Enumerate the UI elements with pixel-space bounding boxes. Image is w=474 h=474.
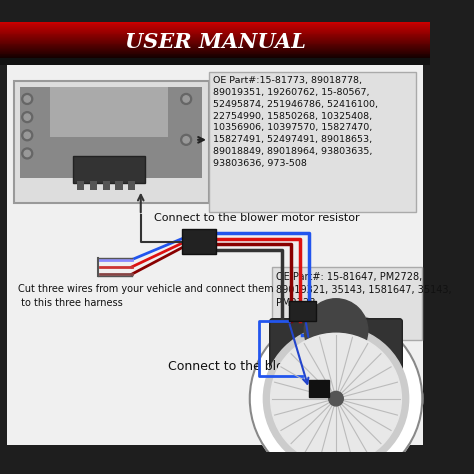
FancyBboxPatch shape (0, 41, 430, 42)
FancyBboxPatch shape (0, 49, 430, 50)
Circle shape (24, 114, 30, 120)
FancyBboxPatch shape (0, 32, 430, 33)
FancyBboxPatch shape (0, 46, 430, 47)
FancyBboxPatch shape (273, 267, 422, 339)
FancyBboxPatch shape (14, 81, 209, 203)
Circle shape (22, 93, 33, 104)
FancyBboxPatch shape (0, 52, 430, 53)
Circle shape (183, 96, 189, 102)
FancyBboxPatch shape (0, 54, 430, 55)
FancyBboxPatch shape (102, 181, 110, 190)
FancyBboxPatch shape (0, 48, 430, 49)
FancyBboxPatch shape (0, 58, 430, 65)
FancyBboxPatch shape (0, 23, 430, 24)
FancyBboxPatch shape (0, 28, 430, 29)
Circle shape (22, 130, 33, 141)
FancyBboxPatch shape (20, 87, 201, 178)
Text: Cut three wires from your vehicle and connect them
 to this three harness: Cut three wires from your vehicle and co… (18, 284, 274, 308)
FancyBboxPatch shape (77, 181, 84, 190)
FancyBboxPatch shape (0, 47, 430, 48)
Circle shape (264, 326, 409, 471)
Circle shape (183, 137, 189, 143)
FancyBboxPatch shape (0, 31, 430, 32)
FancyBboxPatch shape (0, 40, 430, 41)
Circle shape (329, 392, 343, 406)
FancyBboxPatch shape (0, 35, 430, 36)
FancyBboxPatch shape (0, 24, 430, 25)
FancyBboxPatch shape (309, 381, 329, 397)
FancyBboxPatch shape (90, 181, 97, 190)
FancyBboxPatch shape (0, 57, 430, 58)
Circle shape (271, 333, 401, 464)
FancyBboxPatch shape (270, 319, 402, 401)
FancyBboxPatch shape (0, 30, 430, 31)
FancyBboxPatch shape (0, 36, 430, 37)
FancyBboxPatch shape (289, 301, 316, 321)
FancyBboxPatch shape (0, 37, 430, 38)
FancyBboxPatch shape (0, 22, 430, 452)
Circle shape (24, 150, 30, 156)
FancyBboxPatch shape (0, 33, 430, 34)
FancyBboxPatch shape (209, 72, 416, 212)
FancyBboxPatch shape (0, 26, 430, 27)
FancyBboxPatch shape (0, 51, 430, 52)
Text: Connect to the blower motor resistor: Connect to the blower motor resistor (155, 213, 360, 223)
FancyBboxPatch shape (115, 181, 123, 190)
Circle shape (22, 112, 33, 123)
FancyBboxPatch shape (182, 229, 216, 254)
Text: USER MANUAL: USER MANUAL (125, 32, 306, 52)
Text: OE Part#:15-81773, 89018778,
89019351, 19260762, 15-80567,
52495874, 251946786, : OE Part#:15-81773, 89018778, 89019351, 1… (212, 76, 377, 168)
FancyBboxPatch shape (0, 22, 430, 23)
FancyBboxPatch shape (0, 27, 430, 28)
FancyBboxPatch shape (0, 38, 430, 39)
FancyBboxPatch shape (50, 87, 168, 137)
FancyBboxPatch shape (7, 60, 423, 445)
FancyBboxPatch shape (0, 50, 430, 51)
FancyBboxPatch shape (0, 34, 430, 35)
FancyBboxPatch shape (0, 42, 430, 43)
FancyBboxPatch shape (0, 39, 430, 40)
FancyBboxPatch shape (0, 29, 430, 30)
Circle shape (181, 93, 191, 104)
FancyBboxPatch shape (0, 44, 430, 45)
FancyBboxPatch shape (0, 55, 430, 56)
Circle shape (250, 312, 422, 474)
Circle shape (22, 148, 33, 159)
FancyBboxPatch shape (0, 45, 430, 46)
FancyBboxPatch shape (0, 43, 430, 44)
Circle shape (24, 132, 30, 138)
Text: OE Part#: 15-81647, PM2728,
89019321, 35143, 1581647, 35143,
PM2728: OE Part#: 15-81647, PM2728, 89019321, 35… (276, 272, 452, 308)
FancyBboxPatch shape (128, 181, 135, 190)
Circle shape (304, 299, 368, 362)
Text: Connect to the blower motor: Connect to the blower motor (168, 360, 348, 374)
FancyBboxPatch shape (0, 25, 430, 26)
FancyBboxPatch shape (73, 156, 146, 183)
FancyBboxPatch shape (0, 53, 430, 54)
Circle shape (181, 135, 191, 145)
Circle shape (24, 96, 30, 102)
FancyBboxPatch shape (0, 56, 430, 57)
